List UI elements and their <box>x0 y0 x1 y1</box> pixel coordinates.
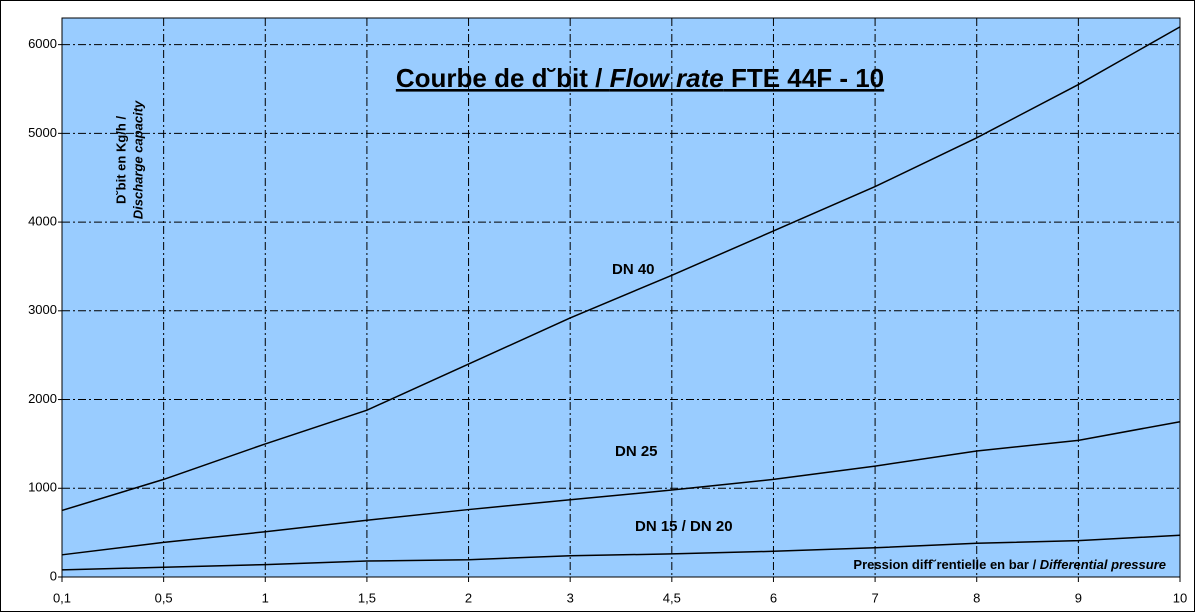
x-label-part: Pression diff˘rentielle en bar / <box>853 557 1039 572</box>
y-axis-label: D˘bit en Kg/h / <box>113 116 128 204</box>
title-part: Courbe de d˘bit / <box>396 63 610 93</box>
marks: 0 1000 2000 3000 4000 5000 6000 0,1 0,5 1 1,5 2 3 4,5… <box>28 18 1187 605</box>
series-line <box>61 420 1181 556</box>
x-tick-label: 10 <box>1173 590 1187 605</box>
y-tick-label: 6000 <box>28 36 57 51</box>
x-tick-label: 4,5 <box>663 590 681 605</box>
plot-area <box>61 17 1181 578</box>
x-tick-label: 1 <box>262 590 269 605</box>
y-tick-label: 5000 <box>28 125 57 140</box>
x-tick-label: 7 <box>871 590 878 605</box>
x-label-part: Differential pressure <box>1040 557 1166 572</box>
x-tick-label: 9 <box>1075 590 1082 605</box>
y-tick-label: 3000 <box>28 302 57 317</box>
y-tick-label: 4000 <box>28 214 57 229</box>
series-label: DN 40 <box>612 261 655 278</box>
x-tick-label: 2 <box>465 590 472 605</box>
title-part: FTE 44F - 10 <box>724 63 884 93</box>
x-tick-label: 6 <box>770 590 777 605</box>
series-label: DN 15 / DN 20 <box>635 518 733 535</box>
y-axis-label: Discharge capacity <box>130 100 145 219</box>
x-tick-label: 8 <box>973 590 980 605</box>
x-tick-label: 1,5 <box>358 590 376 605</box>
title-part: Flow rate <box>610 63 724 93</box>
y-tick-label: 2000 <box>28 391 57 406</box>
x-tick-label: 0,5 <box>155 590 173 605</box>
x-tick-label: 3 <box>567 590 574 605</box>
x-axis-label: Pression diff˘rentielle en bar / Differe… <box>853 557 1166 572</box>
series-label: DN 25 <box>615 443 658 460</box>
chart-title: Courbe de d˘bit / Flow rate FTE 44F - 10 <box>396 63 884 93</box>
y-tick-label: 1000 <box>28 480 57 495</box>
x-tick-label: 0,1 <box>53 590 71 605</box>
series-line <box>61 26 1181 512</box>
y-tick-label: 0 <box>50 568 57 583</box>
series-line <box>61 534 1181 571</box>
